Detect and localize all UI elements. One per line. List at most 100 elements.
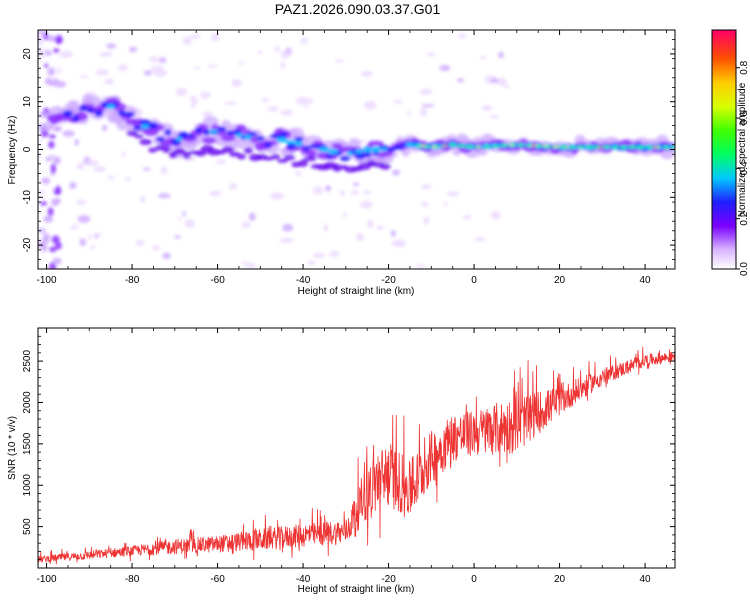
snr-xtick-label: -60 (210, 574, 225, 585)
spectrogram-cell (187, 134, 195, 139)
snr-xtick-label: -80 (125, 574, 140, 585)
spectrogram-cell (241, 261, 249, 265)
spectrogram-cell (80, 75, 89, 79)
colorbar-tick-label: 0.2 (739, 211, 750, 225)
colorbar: 0.0 0.2 0.4 0.6 0.8 Normalized spectral ampl… (711, 29, 750, 276)
spectrogram-cell (499, 144, 509, 147)
spectrogram-cell (367, 140, 384, 146)
spectrogram-cell (376, 225, 384, 231)
spectrogram-cell (415, 264, 427, 268)
spectrogram-cell (354, 152, 366, 160)
spectrogram-cell (498, 51, 504, 59)
spectrogram-xtick-label: 0 (471, 275, 477, 286)
spectrogram-cell (367, 219, 374, 229)
spectrogram-cell (381, 147, 388, 152)
spectrogram-cell (531, 145, 536, 147)
spectrogram-cell (352, 182, 360, 187)
spectrogram-ytick-label: -10 (22, 190, 33, 205)
spectrogram-cell (54, 241, 62, 250)
spectrogram-cell (77, 215, 91, 224)
spectrogram-cell (370, 146, 382, 153)
spectrogram-cell (282, 223, 294, 232)
spectrogram-ylabel: Frequency (Hz) (7, 116, 18, 185)
spectrogram-cell (207, 64, 219, 68)
spectrogram-cell (93, 166, 106, 173)
spectrogram-cell (221, 135, 236, 142)
spectrogram-cell (53, 125, 62, 132)
spectrogram-cell (304, 104, 309, 109)
spectrogram-cell (509, 144, 514, 146)
snr-ylabel: SNR (10 * v/v) (7, 416, 18, 480)
spectrogram-x-axis: -100 -80 -60 -40 -20 0 20 40 (37, 30, 667, 286)
spectrogram-cell (323, 223, 329, 232)
spectrogram-cell (326, 154, 334, 159)
spectrogram-cell (405, 111, 412, 116)
spectrogram-cell (140, 123, 150, 130)
spectrogram-cell (350, 189, 359, 195)
spectrogram-cell (45, 50, 53, 56)
spectrogram-cell (569, 146, 576, 149)
spectrogram-cell (209, 190, 222, 197)
spectrogram-cell (360, 200, 373, 209)
spectrogram-cell (62, 130, 75, 137)
spectrogram-cell (276, 137, 288, 143)
spectrogram-cell (329, 250, 340, 258)
spectrogram-cell (174, 235, 181, 239)
spectrogram-cell (155, 136, 165, 142)
spectrogram-cell (90, 244, 96, 250)
spectrogram-cell (43, 215, 54, 223)
spectrogram-cell (148, 56, 161, 63)
spectrogram-cell (565, 146, 570, 149)
spectrogram-cell (155, 144, 164, 151)
spectrogram-cell (295, 170, 302, 177)
spectrogram-cell (627, 146, 637, 149)
chart-title: PAZ1.2026.090.03.37.G01 (274, 1, 441, 17)
spectrogram-cell (177, 217, 182, 221)
spectrogram-cell (446, 191, 460, 197)
spectrogram-cell (226, 130, 233, 136)
spectrogram-cell (421, 183, 432, 190)
spectrogram-xtick-label: -20 (381, 275, 396, 286)
snr-xtick-label: -100 (37, 574, 57, 585)
spectrogram-cell (602, 146, 611, 149)
spectrogram-cell (51, 198, 60, 207)
snr-xtick-label: 20 (554, 574, 566, 585)
spectrogram-cell (47, 35, 57, 42)
spectrogram-cell (133, 134, 144, 139)
spectrogram-cell (307, 260, 316, 266)
spectrogram-cell (182, 36, 192, 46)
spectrogram-cell (93, 232, 102, 236)
spectrogram-cell (361, 70, 373, 77)
spectrogram-cell (286, 142, 296, 150)
spectrogram-cell (175, 136, 183, 142)
spectrogram-cell (56, 185, 61, 195)
spectrogram-cell (243, 134, 252, 140)
spectrogram-cell (94, 110, 103, 117)
spectrogram-cell (456, 78, 465, 83)
spectrogram-cell (307, 149, 317, 159)
snr-xlabel: Height of straight line (km) (298, 584, 415, 595)
spectrogram-cell (541, 145, 549, 148)
spectrogram-cell (76, 199, 87, 205)
spectrogram-cell (238, 61, 244, 66)
spectrogram-cell (302, 145, 311, 151)
spectrogram-cell (266, 106, 279, 112)
spectrogram-cell (142, 167, 151, 171)
spectrogram-cell (484, 145, 490, 148)
spectrogram-cell (40, 129, 49, 138)
spectrogram-cell (551, 146, 561, 148)
spectrogram-cell (362, 190, 372, 195)
spectrogram-cell (38, 227, 47, 233)
spectrogram-cell (106, 175, 116, 180)
spectrogram-cell (646, 146, 653, 149)
spectrogram-cell (671, 146, 675, 149)
spectrogram-cell (215, 159, 227, 165)
spectrogram-cell (194, 66, 200, 70)
spectrogram-cell (443, 201, 448, 207)
spectrogram-cell (517, 143, 525, 147)
spectrogram-cell (101, 124, 108, 132)
spectrogram-cell (228, 183, 238, 190)
spectrogram-cell (190, 103, 197, 109)
spectrogram-cell (47, 207, 54, 217)
spectrogram-cell (298, 159, 308, 167)
